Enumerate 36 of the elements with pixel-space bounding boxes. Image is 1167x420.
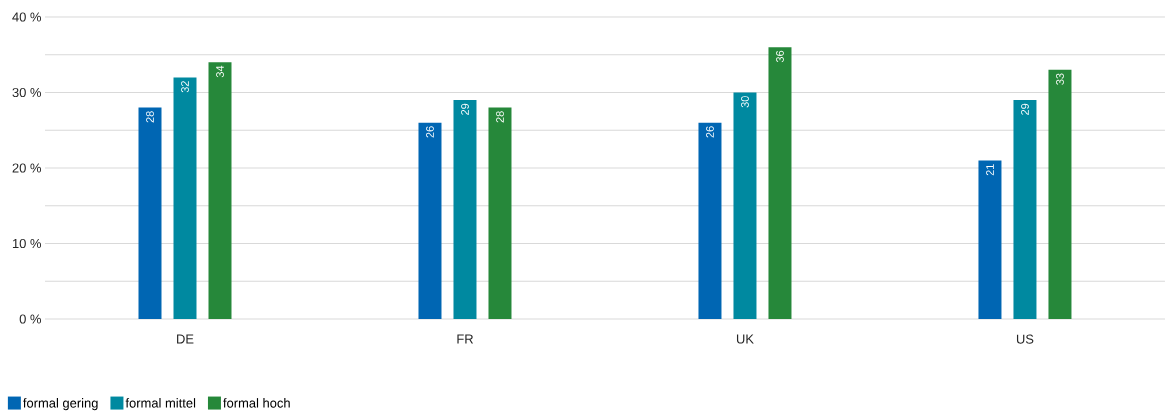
data-label: 21 — [986, 164, 994, 176]
y-tick-label: 0 % — [19, 314, 42, 324]
x-tick-label: UK — [736, 334, 754, 344]
bar — [208, 62, 232, 319]
bar — [138, 107, 162, 319]
data-label: 26 — [426, 126, 434, 138]
data-label: 28 — [496, 111, 504, 123]
data-label: 36 — [776, 50, 784, 63]
data-label: 33 — [1056, 73, 1064, 85]
legend-label: formal hoch — [223, 398, 290, 408]
data-label: 34 — [216, 65, 224, 78]
data-label: 29 — [1021, 103, 1029, 115]
x-tick-label: FR — [457, 334, 474, 344]
bar — [768, 47, 792, 319]
data-label: 29 — [461, 103, 469, 115]
y-tick-label: 40 % — [12, 12, 42, 22]
data-label: 28 — [146, 111, 154, 123]
bar — [978, 160, 1002, 319]
data-label: 26 — [706, 126, 714, 138]
bar — [453, 100, 477, 319]
bar — [488, 107, 512, 319]
legend-label: formal mittel — [125, 398, 196, 408]
legend-label: formal gering — [23, 398, 98, 411]
y-tick-label: 10 % — [12, 238, 42, 249]
y-tick-label: 30 % — [12, 87, 42, 98]
x-tick-label: DE — [177, 334, 194, 344]
data-label: 32 — [181, 81, 189, 93]
bar — [173, 77, 197, 319]
bar — [1048, 69, 1072, 319]
bar — [1013, 100, 1037, 319]
bar — [698, 122, 722, 319]
y-tick-label: 20 % — [12, 163, 42, 173]
bar — [418, 122, 442, 319]
x-tick-label: US — [1016, 334, 1034, 344]
data-label: 30 — [741, 96, 749, 108]
bar — [733, 92, 757, 319]
